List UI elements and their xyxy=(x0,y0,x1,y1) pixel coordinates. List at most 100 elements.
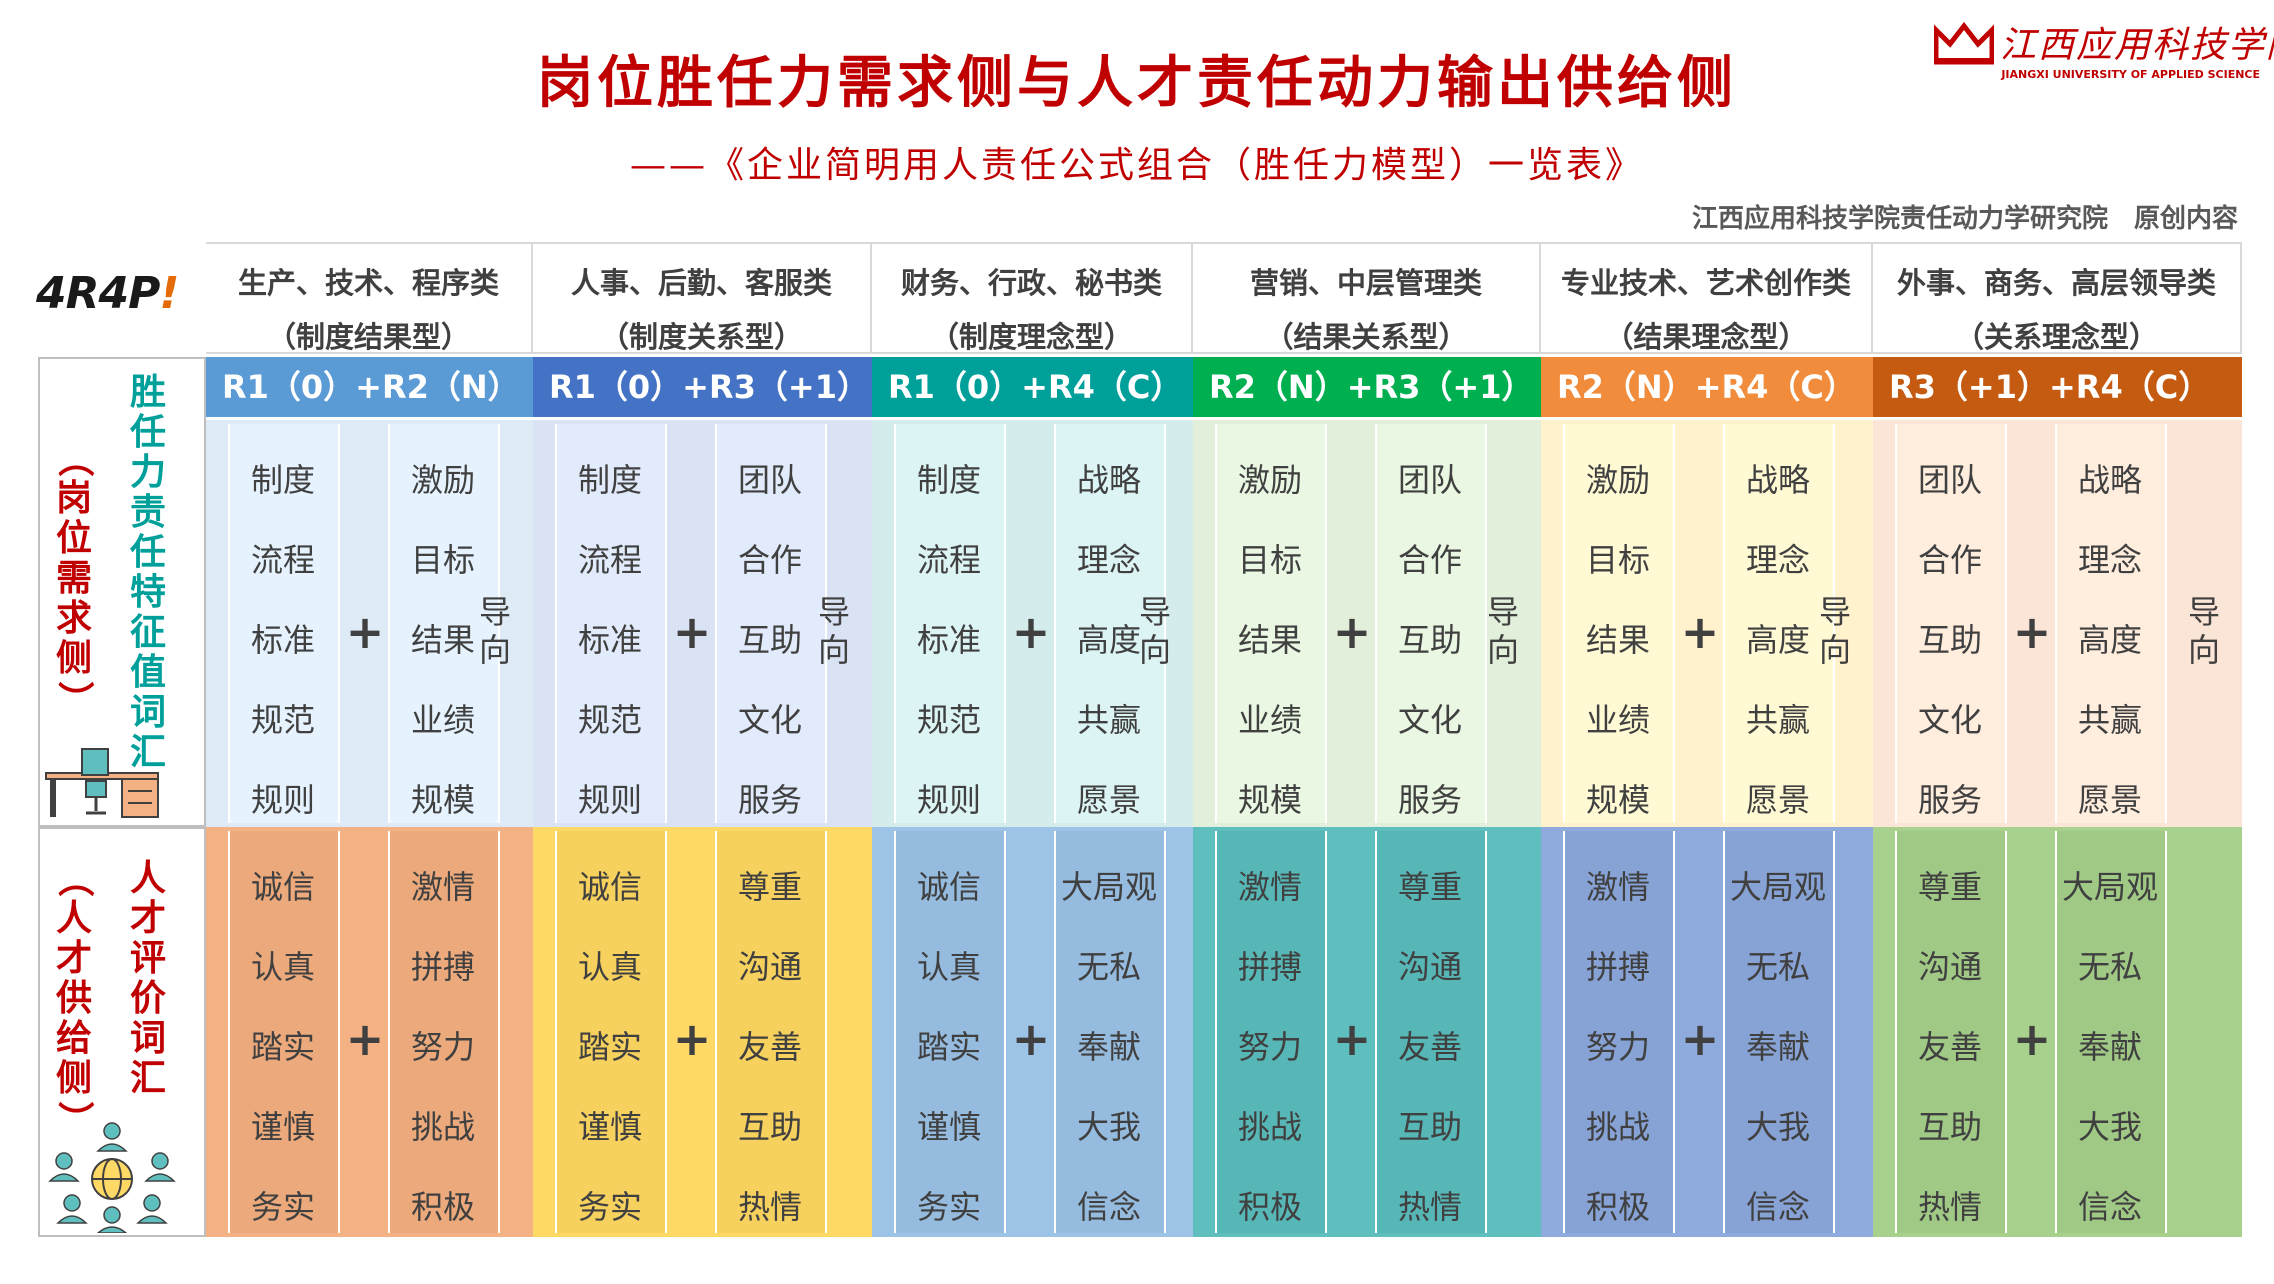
supply-word: 激情 xyxy=(1237,868,1302,906)
supply-word: 热情 xyxy=(1397,1188,1462,1226)
demand-word: 业绩 xyxy=(1585,701,1650,739)
supply-word: 友善 xyxy=(737,1028,802,1066)
supply-word: 拼搏 xyxy=(1237,948,1302,986)
office-desk-icon xyxy=(45,748,159,818)
supply-word: 信念 xyxy=(2077,1188,2142,1226)
supply-word-panel xyxy=(894,831,1006,1233)
plus-sign: + xyxy=(1680,605,1720,659)
supply-word: 大局观 xyxy=(1060,868,1157,906)
demand-word: 文化 xyxy=(1397,701,1462,739)
supply-side-label: 人才评价词汇 （人才供给侧） xyxy=(38,827,206,1237)
supply-word: 友善 xyxy=(1917,1028,1982,1066)
vertical-char: （ xyxy=(54,440,95,477)
supply-word: 奉献 xyxy=(1076,1028,1141,1066)
supply-word: 务实 xyxy=(916,1188,981,1226)
supply-word: 信念 xyxy=(1745,1188,1810,1226)
demand-word-panel xyxy=(388,424,500,823)
supply-word: 无私 xyxy=(1745,948,1810,986)
supply-word: 谨慎 xyxy=(916,1108,981,1146)
supply-word: 沟通 xyxy=(737,948,802,986)
plus-sign: + xyxy=(1011,1012,1051,1066)
demand-word: 互助 xyxy=(1917,621,1982,659)
column-header: 财务、行政、秘书类 （制度理念型） xyxy=(872,242,1193,354)
university-emblem-icon xyxy=(1934,22,1994,65)
supply-word: 信念 xyxy=(1076,1188,1141,1226)
supply-word: 互助 xyxy=(1397,1108,1462,1146)
column-category: 专业技术、艺术创作类 xyxy=(1560,266,1851,300)
column-type: （关系理念型） xyxy=(1954,320,2158,354)
plus-sign: + xyxy=(672,1012,712,1066)
vertical-char: 人 xyxy=(55,898,92,939)
vertical-char: 供 xyxy=(55,978,92,1019)
vertical-char: 征 xyxy=(129,612,166,653)
demand-word: 文化 xyxy=(737,701,802,739)
supply-word: 无私 xyxy=(2077,948,2142,986)
supply-word: 热情 xyxy=(1917,1188,1982,1226)
demand-word: 标准 xyxy=(577,621,642,659)
plus-sign: + xyxy=(345,605,385,659)
demand-word-panel xyxy=(715,424,827,823)
demand-side-subtitle: （岗位需求侧） xyxy=(54,439,95,719)
supply-word-panel xyxy=(715,831,827,1233)
supply-word: 务实 xyxy=(250,1188,315,1226)
demand-word: 规范 xyxy=(577,701,642,739)
column-header: 外事、商务、高层领导类 （关系理念型） xyxy=(1873,242,2242,354)
column-type: （制度结果型） xyxy=(266,320,470,354)
column-type: （结果关系型） xyxy=(1264,320,1468,354)
vertical-char: 任 xyxy=(129,532,166,573)
demand-word: 流程 xyxy=(577,541,642,579)
plus-sign: + xyxy=(1680,1012,1720,1066)
demand-word: 共赢 xyxy=(1076,701,1141,739)
vertical-char: 责 xyxy=(129,492,166,533)
column-header: 专业技术、艺术创作类 （结果理念型） xyxy=(1541,242,1873,354)
plus-sign: + xyxy=(2012,605,2052,659)
demand-word: 共赢 xyxy=(2077,701,2142,739)
direction-label: 导向 xyxy=(2187,593,2220,669)
vertical-char: 侧 xyxy=(55,638,92,679)
supply-word: 务实 xyxy=(577,1188,642,1226)
demand-word: 团队 xyxy=(737,461,802,499)
supply-word: 大我 xyxy=(1745,1108,1810,1146)
supply-word: 大局观 xyxy=(2061,868,2158,906)
demand-word: 规则 xyxy=(577,781,642,819)
demand-word: 服务 xyxy=(1397,781,1462,819)
supply-word: 热情 xyxy=(737,1188,802,1226)
supply-word: 奉献 xyxy=(1745,1028,1810,1066)
demand-word: 高度 xyxy=(2077,621,2142,659)
plus-sign: + xyxy=(1332,1012,1372,1066)
vertical-char: 值 xyxy=(129,652,166,693)
vertical-char: 求 xyxy=(55,598,92,639)
demand-word: 业绩 xyxy=(1237,701,1302,739)
demand-word: 结果 xyxy=(1237,621,1302,659)
demand-word: 标准 xyxy=(916,621,981,659)
demand-word-panel xyxy=(1723,424,1835,823)
supply-word: 积极 xyxy=(1237,1188,1302,1226)
demand-word: 理念 xyxy=(1076,541,1141,579)
supply-word: 尊重 xyxy=(1397,868,1462,906)
credit-line: 江西应用科技学院责任动力学研究院 原创内容 xyxy=(1691,204,2238,234)
column-type: （制度理念型） xyxy=(929,320,1133,354)
talent-network-icon xyxy=(48,1122,176,1233)
supply-word: 挑战 xyxy=(1237,1108,1302,1146)
demand-word: 团队 xyxy=(1397,461,1462,499)
supply-word-panel xyxy=(1215,831,1327,1233)
demand-word: 愿景 xyxy=(2077,781,2142,819)
supply-word-panel xyxy=(1375,831,1487,1233)
demand-word: 流程 xyxy=(916,541,981,579)
demand-word: 规则 xyxy=(916,781,981,819)
plus-sign: + xyxy=(1011,605,1051,659)
demand-word: 高度 xyxy=(1745,621,1810,659)
supply-word: 诚信 xyxy=(250,868,315,906)
supply-word: 努力 xyxy=(1237,1028,1302,1066)
plus-sign: + xyxy=(345,1012,385,1066)
vertical-char: 汇 xyxy=(129,1058,166,1099)
direction-label: 导向 xyxy=(1486,593,1519,669)
vertical-char: 位 xyxy=(55,518,92,559)
demand-word: 激励 xyxy=(410,461,475,499)
supply-word-panel xyxy=(388,831,500,1233)
supply-word: 谨慎 xyxy=(250,1108,315,1146)
demand-word: 规范 xyxy=(916,701,981,739)
demand-word: 服务 xyxy=(1917,781,1982,819)
supply-side-subtitle: （人才供给侧） xyxy=(54,859,95,1139)
demand-word: 互助 xyxy=(737,621,802,659)
